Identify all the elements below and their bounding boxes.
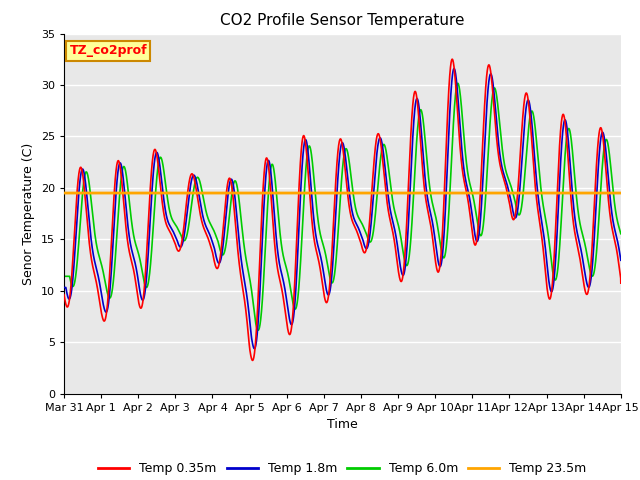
Title: CO2 Profile Sensor Temperature: CO2 Profile Sensor Temperature [220, 13, 465, 28]
Legend: Temp 0.35m, Temp 1.8m, Temp 6.0m, Temp 23.5m: Temp 0.35m, Temp 1.8m, Temp 6.0m, Temp 2… [93, 457, 591, 480]
X-axis label: Time: Time [327, 418, 358, 431]
Y-axis label: Senor Temperature (C): Senor Temperature (C) [22, 143, 35, 285]
Text: TZ_co2prof: TZ_co2prof [70, 44, 147, 58]
